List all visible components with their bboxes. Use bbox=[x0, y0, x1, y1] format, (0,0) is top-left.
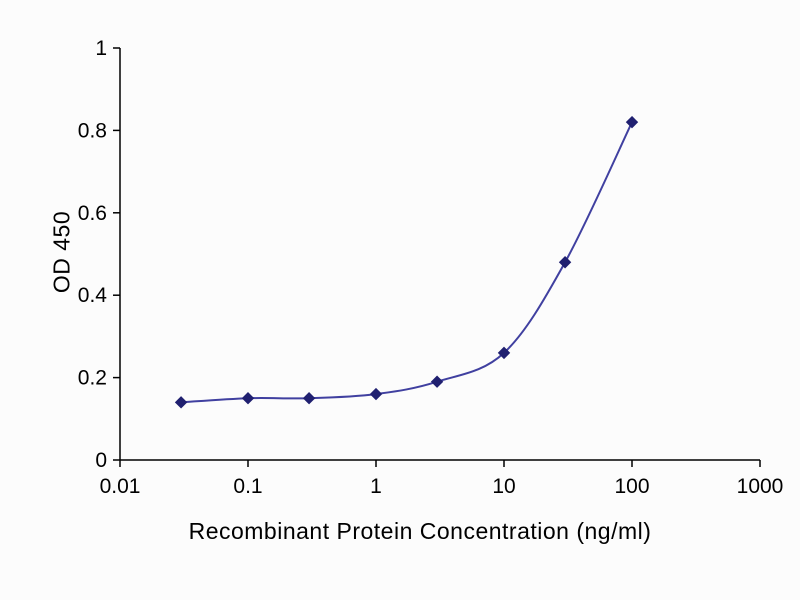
data-point-marker bbox=[241, 391, 255, 405]
y-tick-label: 1 bbox=[95, 37, 107, 60]
data-point-marker bbox=[497, 346, 511, 360]
y-tick-label: 0.6 bbox=[78, 202, 107, 225]
data-point-marker bbox=[302, 391, 316, 405]
y-axis-title: OD 450 bbox=[48, 210, 75, 294]
y-tick-label: 0.4 bbox=[78, 284, 108, 307]
x-tick-label: 1 bbox=[370, 475, 382, 498]
data-point-marker bbox=[174, 396, 188, 409]
x-axis-title: Recombinant Protein Concentration (ng/ml… bbox=[188, 518, 652, 544]
data-point-marker bbox=[430, 375, 444, 388]
x-tick-label: 0.01 bbox=[100, 475, 141, 498]
data-point-marker bbox=[369, 387, 383, 401]
x-tick-label: 0.1 bbox=[233, 475, 262, 498]
y-tick-label: 0 bbox=[95, 449, 107, 472]
y-tick-label: 0.2 bbox=[78, 367, 107, 390]
x-tick-label: 1000 bbox=[737, 475, 784, 498]
x-tick-label: 10 bbox=[492, 475, 515, 498]
data-point-marker bbox=[558, 256, 572, 269]
data-point-marker bbox=[625, 115, 639, 129]
y-tick-label: 0.8 bbox=[78, 119, 107, 142]
x-tick-label: 100 bbox=[614, 475, 649, 498]
